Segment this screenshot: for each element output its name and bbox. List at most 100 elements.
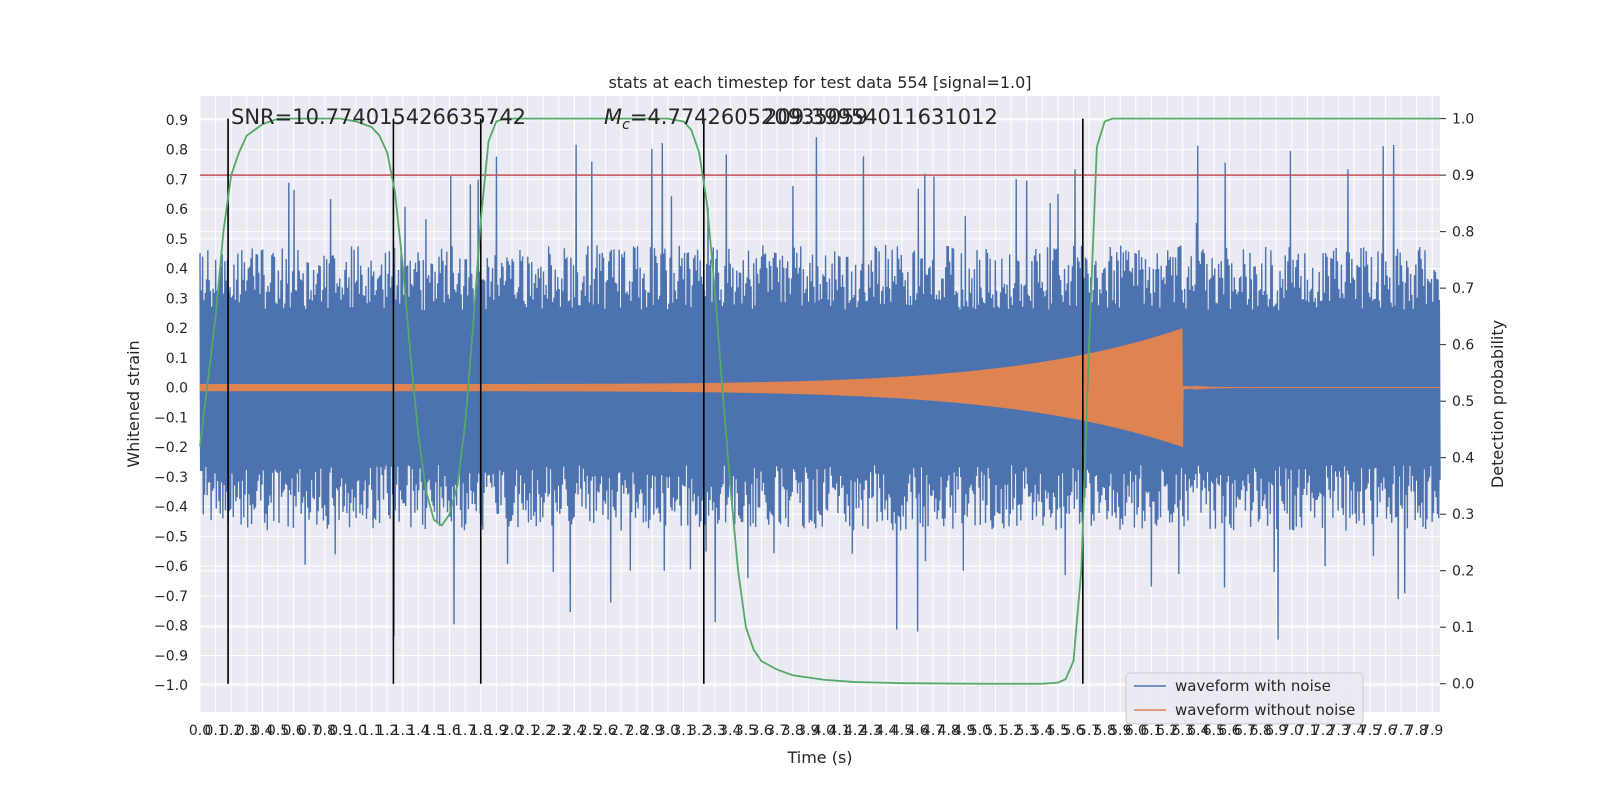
y2-tick-label: 0.8 — [1452, 225, 1474, 241]
x-tick-label: 5.0 — [969, 723, 991, 739]
x-tick-label: 4.1 — [828, 723, 850, 739]
x-tick-label: 6.8 — [1249, 723, 1271, 739]
y2-tick-label: 0.6 — [1452, 338, 1474, 354]
x-tick-label: 3.6 — [750, 723, 772, 739]
x-tick-label: 7.1 — [1296, 723, 1318, 739]
legend-label-clean: waveform without noise — [1175, 701, 1355, 719]
y2-tick-labels: 1.0 0.9 0.8 0.7 0.6 0.5 0.4 0.3 0.2 0.1 0.0 — [1452, 112, 1474, 693]
x-tick-label: 7.3 — [1327, 723, 1349, 739]
x-tick-label: 2.0 — [501, 723, 523, 739]
x-tick-label: 2.4 — [563, 723, 585, 739]
x-tick-label: 0.1 — [204, 723, 226, 739]
mc-subscript: c — [622, 117, 630, 133]
x-tick-label: 0.0 — [189, 723, 211, 739]
x-tick-label: 6.6 — [1218, 723, 1240, 739]
x-tick-label: 6.0 — [1125, 723, 1147, 739]
x-tick-label: 0.2 — [220, 723, 242, 739]
x-tick-label: 7.5 — [1359, 723, 1381, 739]
x-tick-label: 3.9 — [797, 723, 819, 739]
x-tick-label: 1.0 — [345, 723, 367, 739]
x-tick-label: 2.3 — [548, 723, 570, 739]
y2-tick-label: 0.2 — [1452, 564, 1474, 580]
x-tick-label: 1.7 — [454, 723, 476, 739]
x-tick-label: 5.6 — [1062, 723, 1084, 739]
y2-tick-label: 0.1 — [1452, 620, 1474, 636]
chart-title: stats at each timestep for test data 554… — [608, 73, 1031, 92]
x-tick-label: 5.8 — [1094, 723, 1116, 739]
x-tick-label: 5.4 — [1031, 723, 1053, 739]
x-tick-label: 7.6 — [1374, 723, 1396, 739]
legend-box — [1125, 672, 1364, 725]
y2-tick-label: 0.0 — [1452, 677, 1474, 693]
x-tick-label: 3.0 — [657, 723, 679, 739]
mc-value: =4.774260520935059 — [630, 105, 868, 129]
y-tick-label: −0.1 — [154, 410, 188, 426]
x-tick-label: 2.7 — [610, 723, 632, 739]
y-tick-labels: 0.9 0.8 0.7 0.6 0.5 0.4 0.3 0.2 0.1 0.0 −0.1 −0.2 −0… — [154, 113, 188, 694]
x-tick-label: 2.1 — [516, 723, 538, 739]
x-tick-label: 4.9 — [953, 723, 975, 739]
y-tick-label: 0.4 — [166, 262, 188, 278]
x-tick-label: 5.5 — [1047, 723, 1069, 739]
mc-overlap-annotation: 209.39954011631012 — [764, 105, 998, 129]
y-tick-label: 0.6 — [166, 202, 188, 218]
x-tick-label: 7.4 — [1343, 723, 1365, 739]
x-tick-label: 7.9 — [1421, 723, 1443, 739]
x-tick-label: 6.3 — [1172, 723, 1194, 739]
x-tick-label: 5.3 — [1016, 723, 1038, 739]
x-tick-label: 1.4 — [407, 723, 429, 739]
x-tick-label: 3.1 — [672, 723, 694, 739]
x-tick-label: 4.8 — [938, 723, 960, 739]
x-tick-label: 4.2 — [844, 723, 866, 739]
x-tick-label: 4.4 — [875, 723, 897, 739]
x-tick-label: 3.4 — [719, 723, 741, 739]
x-tick-label: 1.2 — [376, 723, 398, 739]
x-tick-labels: 0.00.10.20.30.40.50.60.70.80.91.01.11.21… — [189, 723, 1443, 739]
y-tick-label: 0.5 — [166, 232, 188, 248]
x-tick-label: 3.3 — [704, 723, 726, 739]
x-tick-label: 6.2 — [1156, 723, 1178, 739]
x-tick-label: 5.1 — [984, 723, 1006, 739]
x-tick-label: 3.2 — [688, 723, 710, 739]
x-tick-label: 2.8 — [626, 723, 648, 739]
x-tick-label: 6.9 — [1265, 723, 1287, 739]
x-tick-label: 7.0 — [1281, 723, 1303, 739]
x-tick-label: 0.4 — [251, 723, 273, 739]
y2-axis-label: Detection probability — [1488, 320, 1507, 488]
x-tick-label: 4.6 — [906, 723, 928, 739]
y-tick-label: −0.6 — [154, 559, 188, 575]
y-tick-label: −0.7 — [154, 589, 188, 605]
x-tick-label: 3.5 — [735, 723, 757, 739]
x-tick-label: 0.8 — [314, 723, 336, 739]
series-waveform-without-noise — [199, 328, 1440, 448]
noise-trace — [199, 137, 1441, 640]
x-tick-label: 6.7 — [1234, 723, 1256, 739]
x-tick-label: 1.6 — [438, 723, 460, 739]
x-tick-label: 6.4 — [1187, 723, 1209, 739]
y-tick-label: 0.9 — [166, 113, 188, 129]
series-detection-probability — [199, 117, 1440, 685]
x-tick-label: 2.2 — [532, 723, 554, 739]
y-tick-label: −0.3 — [154, 470, 188, 486]
y2-tick-label: 0.9 — [1452, 168, 1474, 184]
x-tick-label: 6.5 — [1203, 723, 1225, 739]
x-tick-label: 5.9 — [1109, 723, 1131, 739]
y-tick-label: −0.9 — [154, 648, 188, 664]
y-tick-label: 0.3 — [166, 291, 188, 307]
x-tick-label: 0.7 — [298, 723, 320, 739]
x-tick-label: 6.1 — [1140, 723, 1162, 739]
legend: waveform with noise waveform without noi… — [1125, 672, 1364, 725]
x-tick-label: 1.9 — [485, 723, 507, 739]
y2-tick-label: 0.5 — [1452, 394, 1474, 410]
snr-annotation: SNR=10.774015426635742 — [231, 105, 526, 129]
y-tick-label: −0.4 — [154, 500, 188, 516]
x-tick-label: 0.3 — [236, 723, 258, 739]
x-tick-label: 2.5 — [579, 723, 601, 739]
y-tick-label: 0.2 — [166, 321, 188, 337]
legend-label-noise: waveform with noise — [1175, 677, 1331, 695]
series-waveform-with-noise — [199, 137, 1441, 640]
x-tick-label: 7.8 — [1405, 723, 1427, 739]
x-tick-label: 0.6 — [282, 723, 304, 739]
x-axis-label: Time (s) — [786, 748, 852, 767]
